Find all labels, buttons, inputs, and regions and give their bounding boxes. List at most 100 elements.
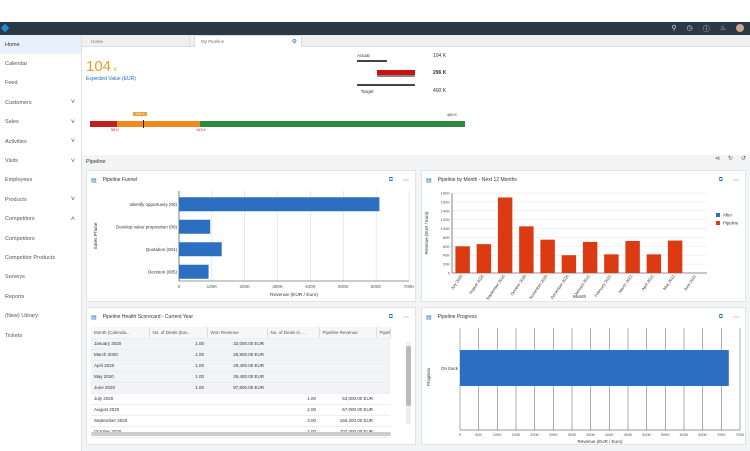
x-axis-label: Revenue (EUR / Euro) bbox=[577, 439, 623, 444]
table-cell: 1.00 bbox=[267, 393, 319, 405]
table-row[interactable]: August 2020 2.00 67,000.00 EUR bbox=[91, 404, 390, 416]
table-row[interactable]: September 2020 3.00 166,200.00 EUR bbox=[91, 415, 390, 427]
table-cell bbox=[376, 382, 390, 394]
x-tick-label: July 2020 bbox=[450, 273, 464, 291]
table-row[interactable]: July 2020 1.00 63,000.00 EUR bbox=[91, 393, 390, 405]
legend-label: Pipeline bbox=[723, 221, 739, 226]
table-cell bbox=[149, 404, 207, 416]
table-cell: August 2020 bbox=[91, 404, 149, 416]
tab-my-pipeline[interactable]: My Pipeline ⚙ bbox=[194, 35, 302, 47]
share-icon[interactable]: ⊲ bbox=[714, 156, 720, 162]
column-header[interactable]: Pipeline Revenue bbox=[319, 327, 377, 339]
table-cell bbox=[149, 415, 207, 427]
horizontal-scrollbar[interactable] bbox=[91, 432, 391, 436]
sidebar-item-employees[interactable]: Employees bbox=[0, 171, 81, 190]
sidebar-item-activities[interactable]: Activities ˅ bbox=[0, 132, 81, 151]
sidebar-item--new-library[interactable]: (New) Library bbox=[0, 306, 81, 325]
more-icon[interactable]: ⋯ bbox=[403, 177, 409, 184]
sidebar-item-feed[interactable]: Feed bbox=[0, 74, 81, 93]
target-gauge: 104 K 400 K 58 K 163 K bbox=[90, 112, 465, 132]
x-tick-label: 50K bbox=[475, 433, 482, 437]
table-row[interactable]: May 2020 1.00 29,400.00 EUR bbox=[91, 371, 390, 383]
settings-icon[interactable]: ⚙ bbox=[291, 39, 297, 45]
table-row[interactable]: January 2020 1.00 32,000.00 EUR bbox=[91, 338, 390, 350]
column-header[interactable]: No. of Deals in ... bbox=[267, 327, 320, 339]
avatar[interactable] bbox=[736, 24, 744, 32]
search-icon[interactable]: ⚲ bbox=[671, 25, 677, 32]
table-cell: March 2020 bbox=[91, 349, 149, 361]
y-tick-label: 120K bbox=[441, 217, 451, 222]
bymonth-card: ▤ Pipeline by Month - Next 12 Months ⧉ ⋯ 0 2… bbox=[421, 170, 746, 302]
table-row[interactable]: March 2020 1.00 25,800.00 EUR bbox=[91, 349, 390, 361]
table-cell: 2.00 bbox=[267, 404, 319, 416]
sidebar-item-visits[interactable]: Visits ˅ bbox=[0, 151, 81, 170]
sidebar-item-label: Customers bbox=[5, 99, 32, 106]
sidebar-item-label: Tickets bbox=[5, 332, 23, 339]
app-logo[interactable] bbox=[0, 23, 10, 33]
chevron-icon[interactable]: ˅ bbox=[70, 118, 75, 126]
expand-icon[interactable]: ⧉ bbox=[718, 176, 723, 183]
chevron-icon[interactable]: ˅ bbox=[70, 138, 75, 146]
tab-home[interactable]: Home bbox=[85, 35, 190, 47]
table-row[interactable]: April 2020 1.00 29,400.00 EUR bbox=[91, 360, 390, 372]
bar bbox=[460, 350, 729, 386]
column-header[interactable]: Pipeli bbox=[376, 327, 391, 339]
bell-icon[interactable]: ♨ bbox=[719, 25, 726, 32]
y-tick-label: 180K bbox=[441, 191, 451, 196]
table-cell: 67,000.00 EUR bbox=[319, 404, 376, 416]
chevron-icon[interactable]: ˅ bbox=[70, 157, 75, 165]
vertical-scrollbar[interactable] bbox=[406, 342, 411, 424]
sidebar-item-competitors[interactable]: Competitors bbox=[0, 229, 81, 248]
kpi-value[interactable]: 104 K bbox=[86, 58, 117, 75]
help-icon[interactable]: ⓘ bbox=[702, 26, 710, 33]
x-tick-label: January 2021 bbox=[573, 273, 591, 296]
chevron-icon[interactable]: ˄ bbox=[70, 215, 75, 223]
table-cell: April 2020 bbox=[91, 360, 149, 372]
sidebar-item-surveys[interactable]: Surveys bbox=[0, 268, 81, 287]
x-tick-label: 300K bbox=[568, 433, 577, 437]
mid-bar bbox=[377, 70, 415, 75]
sidebar-item-label: Feed bbox=[5, 80, 18, 87]
sidebar-item-reports[interactable]: Reports bbox=[0, 287, 81, 306]
bar bbox=[179, 219, 211, 234]
bymonth-chart: 0 20K 40K 60K 80K 100K 120K 140K 160K 180K July 20… bbox=[424, 191, 739, 301]
x-tick-label: 300K bbox=[272, 284, 283, 289]
sidebar-item-customers[interactable]: Customers ˅ bbox=[0, 93, 81, 112]
progress-card: ▤ Pipeline Progress ⧉ ⋯ 0 50K 100K 150K 200K 250… bbox=[421, 307, 746, 445]
sidebar-item-tickets[interactable]: Tickets bbox=[0, 326, 81, 345]
table-cell bbox=[376, 404, 390, 416]
sidebar-item-products[interactable]: Products ˅ bbox=[0, 190, 81, 209]
expand-icon[interactable]: ⧉ bbox=[718, 313, 723, 320]
column-header[interactable]: Month (Calenda... bbox=[91, 327, 150, 339]
more-icon[interactable]: ⋯ bbox=[403, 314, 409, 321]
y-tick-label: 0 bbox=[448, 271, 451, 276]
more-icon[interactable]: ⋯ bbox=[733, 177, 739, 184]
chart-icon: ▤ bbox=[426, 177, 432, 184]
column-header[interactable]: Won Revenue bbox=[207, 327, 268, 339]
x-tick-label: 650K bbox=[698, 433, 707, 437]
chevron-icon[interactable]: ˅ bbox=[70, 99, 75, 107]
sidebar: Home Calendar Feed Customers ˅ Sales ˅ Activiti… bbox=[0, 35, 82, 451]
table-cell: 3.00 bbox=[267, 415, 319, 427]
bar bbox=[455, 246, 470, 273]
sidebar-item-home[interactable]: Home bbox=[0, 35, 81, 55]
more-icon[interactable]: ⋯ bbox=[733, 314, 739, 321]
reload-icon[interactable]: ↺ bbox=[740, 156, 746, 162]
sidebar-item-calendar[interactable]: Calendar bbox=[0, 54, 81, 73]
sidebar-item-competitors[interactable]: Competitors ˄ bbox=[0, 210, 81, 229]
chevron-icon[interactable]: ˅ bbox=[70, 196, 75, 204]
legend-swatch bbox=[716, 213, 720, 217]
health-card: ▤ Pipeline Health Scorecard - Current Yea… bbox=[86, 307, 416, 445]
top-strip bbox=[0, 0, 750, 22]
table-row[interactable]: October 2020 2.00107,400.00 EUR bbox=[91, 426, 390, 438]
sidebar-item-sales[interactable]: Sales ˅ bbox=[0, 113, 81, 132]
expand-icon[interactable]: ⧉ bbox=[388, 176, 393, 183]
refresh-icon[interactable]: ↻ bbox=[727, 156, 733, 162]
expand-icon[interactable]: ⧉ bbox=[388, 313, 393, 320]
column-header[interactable]: No. of Deals (Ear... bbox=[149, 327, 208, 339]
bar bbox=[179, 264, 209, 279]
x-tick-label: 0 bbox=[459, 433, 461, 437]
clock-icon[interactable]: ◷ bbox=[686, 25, 693, 32]
sidebar-item-competitor-products[interactable]: Competitor Products bbox=[0, 248, 81, 267]
table-row[interactable]: June 2020 1.00 97,800.00 EUR bbox=[91, 382, 390, 394]
